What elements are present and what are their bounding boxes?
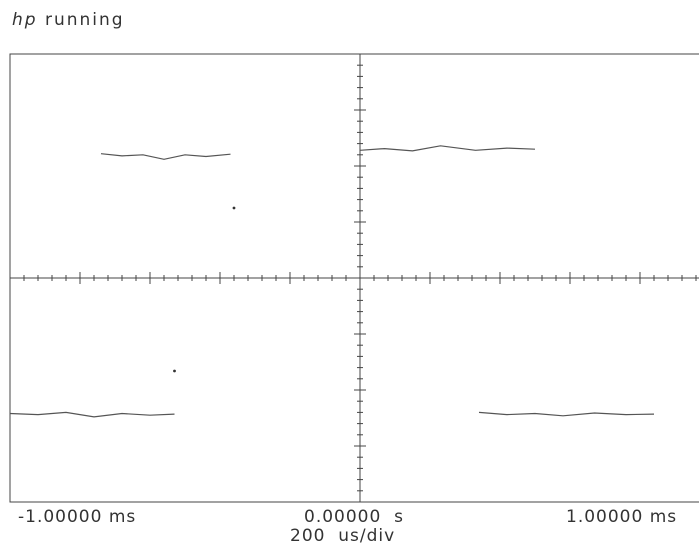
scope-status-title: hp running	[12, 10, 125, 30]
brand-name: hp	[12, 10, 38, 30]
trace-2-segment-1	[9, 411, 175, 418]
trace-1-segment-1	[100, 153, 231, 160]
trace-2-transition-dot-1	[173, 369, 176, 373]
run-status: running	[44, 10, 125, 30]
trace-2-segment-2	[478, 411, 655, 417]
x-tick-label-right: 1.00000 ms	[566, 507, 678, 527]
timebase-label: 200 us/div	[290, 526, 396, 546]
waveform-traces	[9, 145, 655, 418]
trace-1-segment-2	[359, 145, 536, 152]
axis-ticks	[9, 53, 697, 503]
x-tick-label-left: -1.00000 ms	[18, 507, 137, 527]
trace-1-transition-dot-1	[232, 206, 236, 210]
x-tick-label-center: 0.00000 s	[304, 507, 404, 527]
